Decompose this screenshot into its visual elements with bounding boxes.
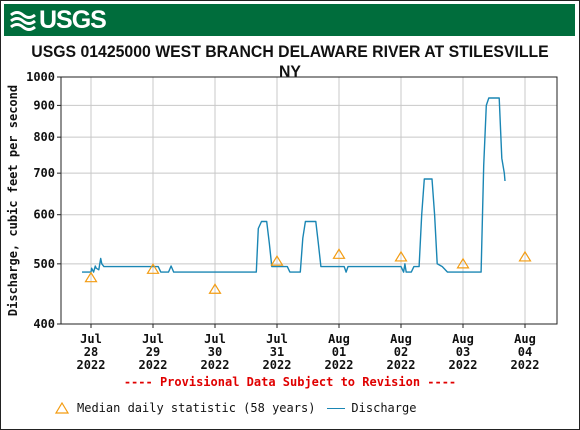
discharge-line-swatch <box>327 407 346 409</box>
y-tick-label: 500 <box>33 257 55 271</box>
x-tick-label: 2022 <box>511 358 540 372</box>
median-marker <box>84 271 98 283</box>
x-tick-label: Jul <box>204 332 226 346</box>
y-tick-label: 900 <box>33 98 55 112</box>
x-tick-label: 2022 <box>201 358 230 372</box>
x-tick-label: 29 <box>146 345 160 359</box>
x-tick-label: 2022 <box>449 358 478 372</box>
x-tick-label: Aug <box>328 332 350 346</box>
x-tick-label: Jul <box>80 332 102 346</box>
x-tick-label: Aug <box>452 332 474 346</box>
x-tick-label: 28 <box>84 345 98 359</box>
y-tick-label: 1000 <box>26 70 55 84</box>
y-tick-label: 400 <box>33 317 55 331</box>
x-tick-label: 02 <box>394 345 408 359</box>
x-tick-label: 2022 <box>325 358 354 372</box>
x-tick-label: 2022 <box>139 358 168 372</box>
x-tick-label: Aug <box>514 332 536 346</box>
median-marker <box>270 255 284 266</box>
x-tick-label: 2022 <box>263 358 292 372</box>
legend-item-median: Median daily statistic (58 years) <box>55 401 315 415</box>
x-tick-label: Jul <box>142 332 164 346</box>
triangle-marker-icon <box>55 402 69 414</box>
chart-title: USGS 01425000 WEST BRANCH DELAWARE RIVER… <box>31 42 549 81</box>
usgs-logo-text: USGS <box>39 5 107 34</box>
x-tick-label: 30 <box>208 345 222 359</box>
provisional-notice: ---- Provisional Data Subject to Revisio… <box>123 375 457 389</box>
y-axis-label: Discharge, cubic feet per second <box>6 85 20 316</box>
usgs-logo[interactable]: USGS <box>10 5 107 34</box>
x-tick-label: 03 <box>456 345 470 359</box>
plot-border <box>60 76 558 325</box>
y-tick-label: 600 <box>33 208 55 222</box>
legend-item-discharge: Discharge <box>315 401 416 415</box>
usgs-wave-icon <box>10 11 36 31</box>
plot-area <box>61 77 557 324</box>
median-marker <box>146 263 160 274</box>
x-tick-label: Jul <box>266 332 288 346</box>
y-tick-label: 700 <box>33 166 55 180</box>
legend-median-label: Median daily statistic (58 years) <box>77 401 316 415</box>
legend-discharge-label: Discharge <box>351 401 417 415</box>
usgs-banner: USGS <box>4 4 575 36</box>
discharge-series-line <box>82 97 506 273</box>
x-tick-label: 2022 <box>387 358 416 372</box>
median-marker <box>518 250 532 262</box>
y-tick-label: 800 <box>33 130 55 144</box>
median-marker <box>332 248 346 259</box>
x-tick-label: 2022 <box>77 358 106 372</box>
chart-legend: Median daily statistic (58 years) Discha… <box>55 401 416 415</box>
median-marker <box>456 257 470 269</box>
x-tick-label: 04 <box>518 345 532 359</box>
median-marker <box>394 250 408 262</box>
x-tick-label: 01 <box>332 345 346 359</box>
median-marker <box>208 283 222 294</box>
x-tick-label: Aug <box>390 332 412 346</box>
x-tick-label: 31 <box>270 345 284 359</box>
